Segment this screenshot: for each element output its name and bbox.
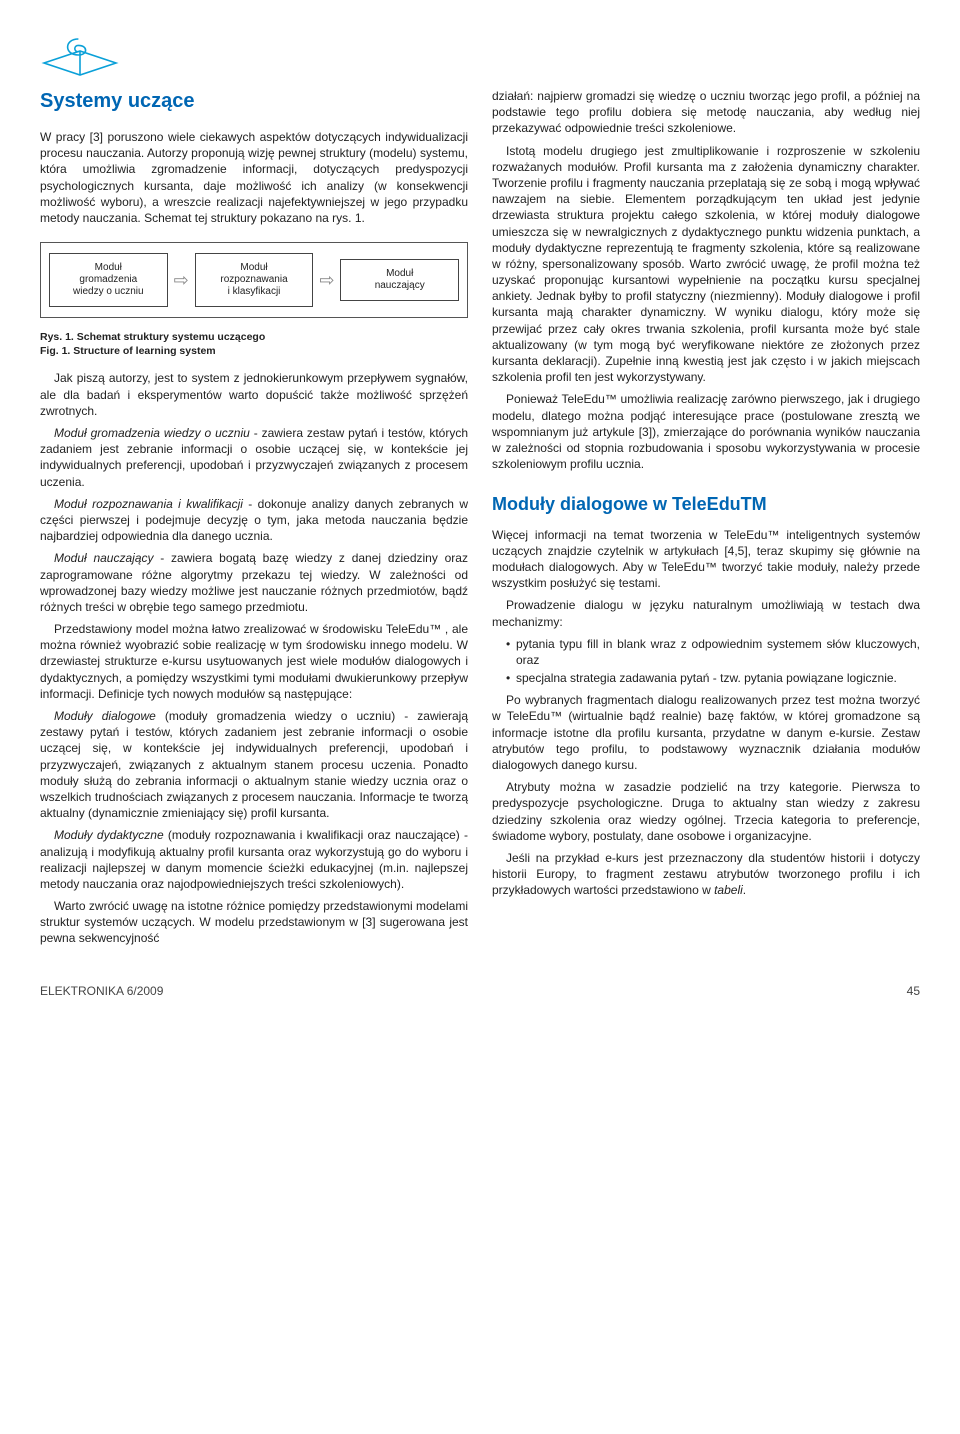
body-paragraph: W pracy [3] poruszono wiele ciekawych as…: [40, 129, 468, 226]
arrow-icon: ⇨: [174, 268, 189, 292]
diagram-node-2: Moduł rozpoznawania i klasyfikacji: [195, 253, 314, 307]
page-logo-icon: [40, 30, 120, 80]
body-paragraph: Moduł gromadzenia wiedzy o uczniu - zawi…: [40, 425, 468, 490]
footer-journal: ELEKTRONIKA 6/2009: [40, 983, 163, 999]
body-paragraph: Jeśli na przykład e-kurs jest przeznaczo…: [492, 850, 920, 899]
body-paragraph: Ponieważ TeleEdu™ umożliwia realizację z…: [492, 391, 920, 472]
body-paragraph: działań: najpierw gromadzi się wiedzę o …: [492, 88, 920, 137]
body-paragraph: Warto zwrócić uwagę na istotne różnice p…: [40, 898, 468, 947]
body-paragraph: Moduły dydaktyczne (moduły rozpoznawania…: [40, 827, 468, 892]
footer-page-number: 45: [907, 983, 920, 999]
body-paragraph: Po wybranych fragmentach dialogu realizo…: [492, 692, 920, 773]
arrow-icon: ⇨: [319, 268, 334, 292]
body-paragraph: Atrybuty można w zasadzie podzielić na t…: [492, 779, 920, 844]
body-paragraph: Przedstawiony model można łatwo zrealizo…: [40, 621, 468, 702]
body-paragraph: Jak piszą autorzy, jest to system z jedn…: [40, 370, 468, 419]
diagram-node-1: Moduł gromadzenia wiedzy o uczniu: [49, 253, 168, 307]
left-column: Systemy uczące W pracy [3] poruszono wie…: [40, 88, 468, 953]
diagram-node-3: Moduł nauczający: [340, 259, 459, 301]
list-item: pytania typu fill in blank wraz z odpowi…: [506, 636, 920, 668]
figure-1-diagram: Moduł gromadzenia wiedzy o uczniu ⇨ Modu…: [40, 242, 468, 318]
list-item: specjalna strategia zadawania pytań - tz…: [506, 670, 920, 686]
diagram-outer-frame: Moduł gromadzenia wiedzy o uczniu ⇨ Modu…: [40, 242, 468, 318]
body-paragraph: Moduł nauczający - zawiera bogatą bazę w…: [40, 550, 468, 615]
two-column-layout: Systemy uczące W pracy [3] poruszono wie…: [40, 88, 920, 953]
bullet-list: pytania typu fill in blank wraz z odpowi…: [492, 636, 920, 687]
page-footer: ELEKTRONIKA 6/2009 45: [40, 983, 920, 999]
body-paragraph: Moduł rozpoznawania i kwalifikacji - dok…: [40, 496, 468, 545]
body-paragraph: Prowadzenie dialogu w języku naturalnym …: [492, 597, 920, 629]
section-heading-dialogue-modules: Moduły dialogowe w TeleEduTM: [492, 492, 920, 516]
body-paragraph: Moduły dialogowe (moduły gromadzenia wie…: [40, 708, 468, 821]
section-heading-systems: Systemy uczące: [40, 88, 468, 115]
right-column: działań: najpierw gromadzi się wiedzę o …: [492, 88, 920, 953]
body-paragraph: Istotą modelu drugiego jest zmultiplikow…: [492, 143, 920, 386]
figure-caption: Rys. 1. Schemat struktury systemu uczące…: [40, 330, 468, 358]
body-paragraph: Więcej informacji na temat tworzenia w T…: [492, 527, 920, 592]
